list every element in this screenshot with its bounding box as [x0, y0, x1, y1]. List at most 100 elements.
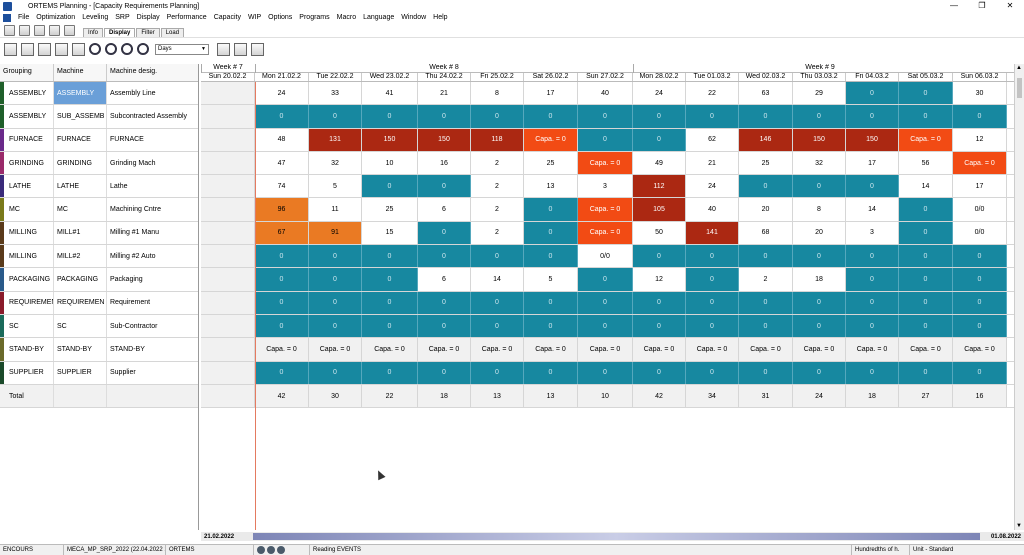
load-cell[interactable]: 42 [633, 384, 686, 408]
load-cell[interactable] [201, 338, 255, 361]
load-cell[interactable]: 0 [309, 245, 362, 268]
print-icon[interactable] [234, 42, 247, 56]
load-cell[interactable]: 0 [633, 128, 686, 151]
load-cell[interactable]: 2 [471, 221, 524, 245]
load-cell[interactable]: 0 [471, 105, 524, 128]
load-cell[interactable]: 0 [899, 82, 953, 105]
layout-1-icon[interactable] [4, 42, 17, 56]
load-cell[interactable]: 0/0 [578, 245, 633, 268]
load-cell[interactable]: Capa. = 0 [578, 338, 633, 361]
load-cell[interactable]: 11 [309, 198, 362, 221]
menu-language[interactable]: Language [363, 14, 395, 21]
tab-filter[interactable]: Filter [136, 27, 160, 37]
timeline-scrollbar[interactable]: 21.02.2022 01.08.2022 [201, 532, 1024, 541]
load-cell[interactable] [201, 105, 255, 128]
load-cell[interactable]: Capa. = 0 [255, 338, 309, 361]
load-cell[interactable]: 0 [418, 105, 471, 128]
load-cell[interactable]: 0 [739, 175, 793, 198]
menu-leveling[interactable]: Leveling [82, 14, 109, 21]
load-cell[interactable]: 12 [633, 268, 686, 291]
load-cell[interactable]: 0 [524, 314, 578, 338]
load-cell[interactable]: 0 [953, 105, 1007, 128]
load-cell[interactable]: 16 [418, 151, 471, 175]
day-column-header[interactable]: Fri 25.02.2 [471, 73, 524, 81]
load-cell[interactable]: 68 [739, 221, 793, 245]
load-cell[interactable]: 0 [686, 245, 739, 268]
load-cell[interactable]: 0 [953, 291, 1007, 314]
machine-cell[interactable]: MILL#1 [54, 221, 107, 245]
load-cell[interactable] [201, 82, 255, 105]
tab-display[interactable]: Display [104, 27, 136, 37]
load-cell[interactable]: Capa. = 0 [899, 128, 953, 151]
load-cell[interactable]: 0 [578, 105, 633, 128]
load-cell[interactable]: 0 [739, 314, 793, 338]
load-cell[interactable]: 25 [362, 198, 418, 221]
zoom-vertical-icon[interactable] [105, 43, 117, 55]
load-cell[interactable]: 0 [633, 314, 686, 338]
load-cell[interactable]: 24 [686, 175, 739, 198]
load-cell[interactable]: 20 [793, 221, 846, 245]
load-cell[interactable] [201, 314, 255, 338]
load-cell[interactable]: 13 [524, 175, 578, 198]
load-cell[interactable]: 6 [418, 268, 471, 291]
resource-row[interactable]: FURNACE FURNACE FURNACE [0, 128, 198, 152]
load-cell[interactable]: 150 [362, 128, 418, 151]
load-cell[interactable]: Capa. = 0 [471, 338, 524, 361]
load-cell[interactable]: Capa. = 0 [953, 338, 1007, 361]
grid-icon[interactable] [55, 42, 68, 56]
day-column-header[interactable]: Sun 20.02.2 [201, 73, 255, 81]
zoom-horizontal-icon[interactable] [89, 43, 101, 55]
load-cell[interactable]: 8 [793, 198, 846, 221]
load-cell[interactable]: Capa. = 0 [418, 338, 471, 361]
load-cell[interactable]: 21 [686, 151, 739, 175]
machine-cell[interactable]: ASSEMBLY [54, 82, 107, 105]
load-cell[interactable]: 150 [793, 128, 846, 151]
load-cell[interactable]: 0 [686, 314, 739, 338]
load-cell[interactable]: 40 [578, 82, 633, 105]
load-cell[interactable]: 0 [578, 291, 633, 314]
load-cell[interactable]: Capa. = 0 [524, 128, 578, 151]
machine-cell[interactable]: GRINDING [54, 151, 107, 175]
load-cell[interactable]: 0 [524, 105, 578, 128]
machine-cell[interactable] [54, 384, 107, 408]
menu-srp[interactable]: SRP [115, 14, 130, 21]
load-cell[interactable]: 24 [633, 82, 686, 105]
load-cell[interactable]: 0 [418, 221, 471, 245]
menu-optimization[interactable]: Optimization [36, 14, 76, 21]
load-cell[interactable]: 12 [953, 128, 1007, 151]
load-cell[interactable]: 20 [739, 198, 793, 221]
load-cell[interactable]: 0 [362, 268, 418, 291]
load-cell[interactable]: 0 [686, 291, 739, 314]
load-cell[interactable] [201, 128, 255, 151]
load-cell[interactable]: 0 [686, 268, 739, 291]
load-cell[interactable] [201, 268, 255, 291]
load-cell[interactable]: 105 [633, 198, 686, 221]
load-cell[interactable]: 0 [899, 105, 953, 128]
load-cell[interactable]: 0 [846, 175, 899, 198]
load-cell[interactable] [201, 245, 255, 268]
layout-3-icon[interactable] [38, 42, 51, 56]
load-cell[interactable]: Capa. = 0 [793, 338, 846, 361]
load-cell[interactable]: 118 [471, 128, 524, 151]
menu-capacity[interactable]: Capacity [213, 14, 241, 21]
resource-row[interactable]: ASSEMBLY SUB_ASSEMB Subcontracted Assembly [0, 105, 198, 129]
load-cell[interactable]: 0 [418, 361, 471, 384]
load-cell[interactable]: 17 [524, 82, 578, 105]
load-cell[interactable]: 18 [418, 384, 471, 408]
scroll-down-icon[interactable]: ▼ [1016, 523, 1022, 529]
load-cell[interactable] [201, 291, 255, 314]
load-cell[interactable]: 18 [793, 268, 846, 291]
tab-info[interactable]: Info [83, 27, 104, 37]
load-cell[interactable]: 15 [362, 221, 418, 245]
load-cell[interactable]: 13 [524, 384, 578, 408]
load-cell[interactable]: 18 [846, 384, 899, 408]
load-cell[interactable]: 32 [793, 151, 846, 175]
load-cell[interactable]: 24 [255, 82, 309, 105]
resource-row[interactable]: SUPPLIER SUPPLIER Supplier [0, 361, 198, 385]
day-column-header[interactable]: Sun 27.02.2 [578, 73, 633, 81]
load-cell[interactable]: 67 [255, 221, 309, 245]
day-column-header[interactable]: Fri 04.03.2 [846, 73, 899, 81]
open-folder-icon[interactable] [4, 24, 15, 36]
load-cell[interactable]: 0 [255, 105, 309, 128]
load-cell[interactable]: 0 [255, 314, 309, 338]
